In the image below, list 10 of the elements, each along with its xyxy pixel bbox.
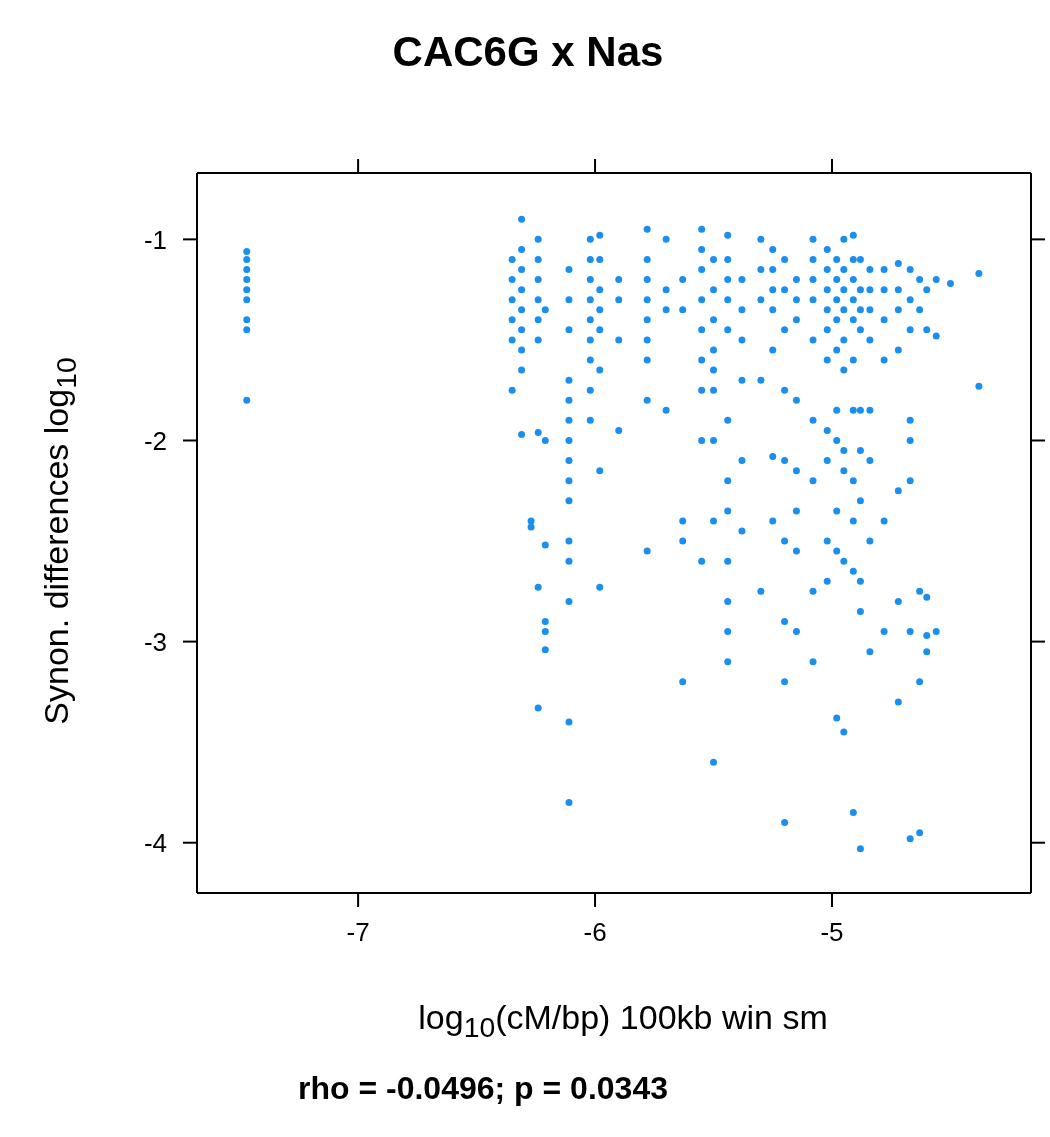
x-tick-label: -6 bbox=[583, 917, 607, 948]
y-tick-label: -2 bbox=[143, 425, 167, 456]
text: rho = -0.0496; p = 0.0343 bbox=[298, 1070, 668, 1107]
x-axis-title: log$_{10}$(cM/bp) 100kb win sm bbox=[417, 998, 829, 1044]
y-tick-label: -3 bbox=[143, 626, 167, 657]
y-tick-label: -4 bbox=[143, 827, 167, 858]
chart-title: CAC6G x Nas bbox=[391, 28, 665, 76]
x-tick-label: -5 bbox=[820, 917, 844, 948]
x-tick-label: -7 bbox=[346, 917, 370, 948]
y-tick-label: -1 bbox=[143, 224, 167, 255]
